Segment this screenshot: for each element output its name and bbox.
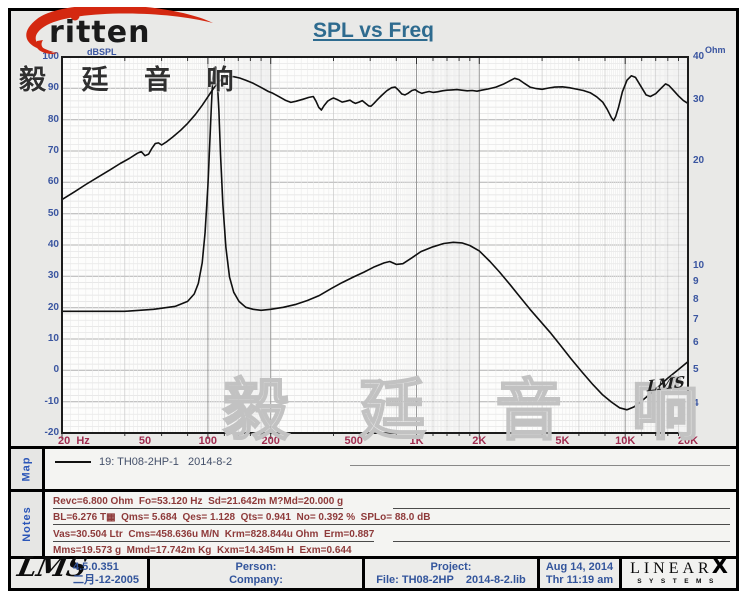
cjk-watermark: 毅 廷 音 响 bbox=[222, 372, 725, 448]
right-tick-label: 40 bbox=[693, 51, 705, 62]
left-tick-label: 90 bbox=[47, 82, 59, 94]
right-axis-unit: Ohm bbox=[705, 45, 726, 55]
note-text: Vas=30.504 Ltr Cms=458.636u M/N Krm=828.… bbox=[53, 528, 375, 542]
linearx-word: LINEAR bbox=[630, 559, 713, 577]
eritten-logo: ritten bbox=[13, 5, 228, 57]
map-section: Map 19: TH08-2HP-1 2014-8-2 bbox=[11, 446, 736, 489]
notes-side-cell: Notes bbox=[11, 492, 45, 556]
company-label: Company: bbox=[229, 573, 283, 586]
left-tick-label: 100 bbox=[42, 51, 59, 62]
freq-tick-label: 10K bbox=[615, 435, 636, 447]
right-tick-label: 5 bbox=[693, 364, 699, 376]
freq-tick-label: 5K bbox=[555, 435, 570, 447]
left-tick-label: 60 bbox=[47, 176, 59, 188]
map-label: Map bbox=[20, 456, 33, 482]
person-label: Person: bbox=[235, 560, 277, 573]
map-rule-line bbox=[350, 465, 730, 466]
right-tick-label: 7 bbox=[693, 313, 699, 325]
right-tick-label: 30 bbox=[693, 94, 705, 106]
notes-section: Notes Revc=6.800 Ohm Fo=53.120 Hz Sd=21.… bbox=[11, 489, 736, 558]
spl-impedance-chart bbox=[61, 56, 689, 439]
right-tick-label: 20 bbox=[693, 155, 705, 167]
version-block: 4.5.0.351 二月-12-2005 bbox=[73, 561, 139, 587]
linearx-logo: LINEAR X bbox=[630, 553, 728, 578]
left-tick-label: 30 bbox=[47, 270, 59, 282]
left-tick-label: 80 bbox=[47, 113, 59, 125]
left-tick-label: 50 bbox=[47, 207, 59, 219]
note-line: Revc=6.800 Ohm Fo=53.120 Hz Sd=21.642m M… bbox=[53, 495, 730, 511]
freq-tick-label: 50 bbox=[138, 435, 152, 447]
left-tick-label: -20 bbox=[44, 427, 59, 438]
note-text: BL=6.276 T▦ Qms= 5.684 Qes= 1.128 Qts= 0… bbox=[53, 512, 431, 526]
right-tick-label: 9 bbox=[693, 275, 699, 287]
freq-tick-label: 20K bbox=[677, 435, 699, 447]
chart-panel: SPL vs Freq dBSPL Ohm 100 90 80 70 60 50 40 30 2… bbox=[11, 5, 736, 448]
note-line: Vas=30.504 Ltr Cms=458.636u M/N Krm=828.… bbox=[53, 527, 730, 543]
left-tick-label: 0 bbox=[53, 364, 59, 376]
freq-tick-label: 200 bbox=[261, 435, 280, 447]
freq-tick-label: 500 bbox=[344, 435, 363, 447]
map-side-cell: Map bbox=[11, 449, 45, 489]
note-rule-line bbox=[393, 540, 730, 542]
left-tick-label: 20 bbox=[47, 301, 59, 313]
right-tick-label: 6 bbox=[693, 336, 699, 348]
left-tick-label: -10 bbox=[44, 395, 59, 407]
footer-cell-lms: LMS 4.5.0.351 二月-12-2005 bbox=[11, 552, 150, 588]
logo-wordmark: ritten bbox=[49, 15, 151, 50]
left-axis-unit: dBSPL bbox=[87, 47, 117, 57]
footer-cell-linearx: LINEAR X SYSTEMS bbox=[622, 553, 736, 588]
page-title: SPL vs Freq bbox=[313, 19, 434, 42]
legend-text: 19: TH08-2HP-1 2014-8-2 bbox=[99, 456, 233, 468]
brand-cjk-text: 毅 廷 音 响 bbox=[19, 65, 248, 95]
footer-cell-project: Project: File: TH08-2HP 2014-8-2.lib bbox=[365, 559, 540, 588]
freq-tick-label: 20 Hz bbox=[58, 435, 90, 447]
run-time: Thr 11:19 am bbox=[545, 573, 614, 586]
version-number: 4.5.0.351 bbox=[73, 561, 119, 573]
report-frame: SPL vs Freq dBSPL Ohm 100 90 80 70 60 50 40 30 2… bbox=[8, 5, 739, 591]
right-tick-label: 10 bbox=[693, 259, 705, 271]
footer-cell-date: Aug 14, 2014 Thr 11:19 am bbox=[540, 559, 622, 588]
file-label: File: TH08-2HP 2014-8-2.lib bbox=[376, 573, 526, 586]
left-tick-label: 70 bbox=[47, 145, 59, 156]
note-rule-line bbox=[393, 524, 730, 526]
footer-cell-person: Person: Company: bbox=[150, 559, 365, 588]
version-date: 二月-12-2005 bbox=[73, 574, 140, 586]
linearx-x: X bbox=[711, 553, 728, 578]
linearx-systems: SYSTEMS bbox=[637, 577, 721, 585]
freq-tick-label: 2K bbox=[472, 435, 487, 447]
legend-row: 19: TH08-2HP-1 2014-8-2 bbox=[55, 456, 232, 468]
logo-swoosh-icon bbox=[26, 5, 213, 55]
left-tick-label: 10 bbox=[47, 333, 59, 344]
right-tick-label: 8 bbox=[693, 293, 699, 305]
note-line: BL=6.276 T▦ Qms= 5.684 Qes= 1.128 Qts= 0… bbox=[53, 511, 730, 527]
notes-label: Notes bbox=[20, 506, 33, 542]
freq-tick-label: 1K bbox=[409, 435, 424, 447]
project-label: Project: bbox=[430, 560, 472, 573]
left-tick-label: 40 bbox=[47, 239, 59, 250]
legend-line-swatch bbox=[55, 461, 91, 463]
notes-content: Revc=6.800 Ohm Fo=53.120 Hz Sd=21.642m M… bbox=[53, 495, 730, 560]
freq-tick-label: 100 bbox=[198, 435, 218, 447]
run-date: Aug 14, 2014 bbox=[545, 560, 614, 573]
note-rule-line bbox=[393, 508, 730, 510]
note-text: Revc=6.800 Ohm Fo=53.120 Hz Sd=21.642m M… bbox=[53, 496, 344, 510]
footer-bar: LMS 4.5.0.351 二月-12-2005 Person: Company… bbox=[11, 552, 736, 588]
right-tick-label: 4 bbox=[693, 398, 699, 409]
